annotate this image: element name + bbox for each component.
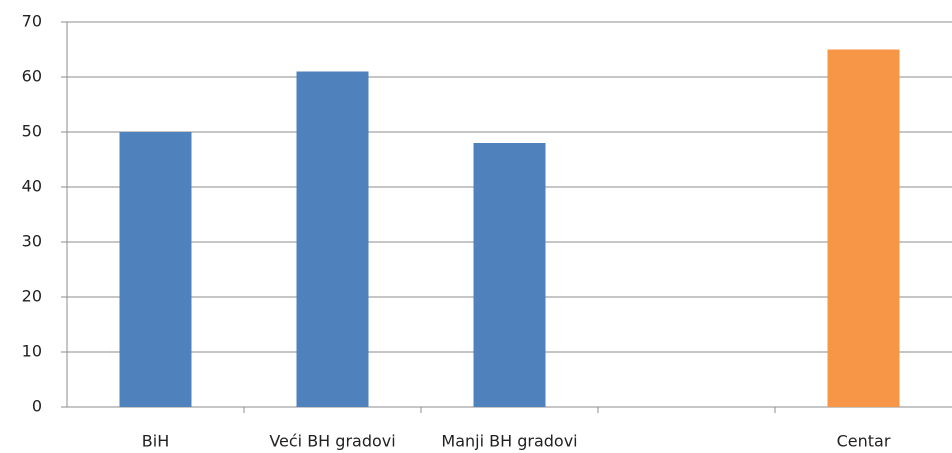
y-tick-label: 50: [22, 122, 42, 141]
bar: [827, 49, 900, 407]
bar: [296, 71, 369, 407]
y-tick-label: 40: [22, 177, 42, 196]
bar: [473, 143, 546, 407]
y-tick-label: 20: [22, 287, 42, 306]
x-tick-label: BiH: [142, 432, 169, 451]
x-tick-label: Veći BH gradovi: [269, 432, 395, 451]
y-tick-label: 70: [22, 12, 42, 31]
y-tick-label: 0: [32, 397, 42, 416]
x-tick-label: Centar: [837, 432, 891, 451]
y-tick-label: 60: [22, 67, 42, 86]
bar: [119, 132, 192, 407]
y-tick-label: 10: [22, 342, 42, 361]
x-tick-label: Manji BH gradovi: [441, 432, 577, 451]
y-tick-label: 30: [22, 232, 42, 251]
